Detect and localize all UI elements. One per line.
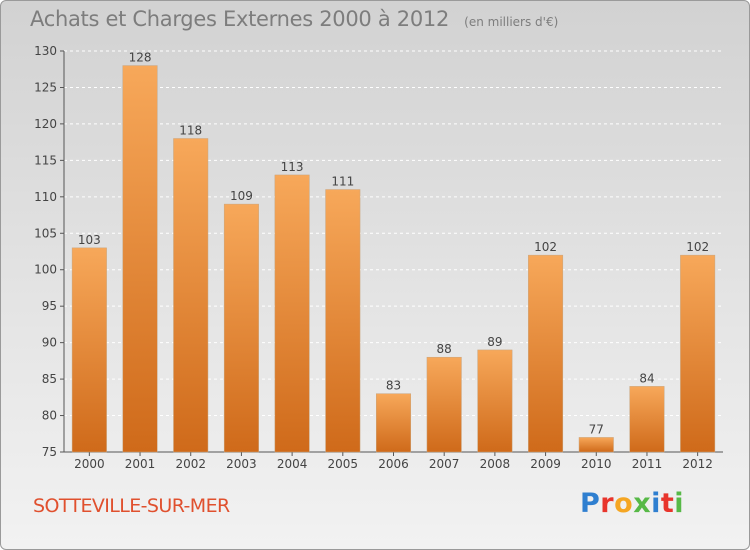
- proxiti-logo[interactable]: Proxiti: [580, 488, 684, 519]
- y-tick-label: 110: [34, 190, 57, 204]
- x-tick-label: 2010: [581, 457, 612, 471]
- bar-value-label: 84: [639, 371, 654, 385]
- bar[interactable]: [477, 349, 513, 453]
- bar-value-label: 103: [78, 233, 101, 247]
- bar[interactable]: [528, 254, 564, 453]
- x-tick-label: 2000: [74, 457, 105, 471]
- y-tick-label: 105: [34, 226, 57, 240]
- y-tick-label: 95: [42, 299, 57, 313]
- x-tick-label: 2005: [328, 457, 359, 471]
- grid-layer: [64, 50, 723, 417]
- y-tick-label: 120: [34, 117, 57, 131]
- bar-value-label: 102: [686, 240, 709, 254]
- y-tick-label: 130: [34, 44, 57, 58]
- bar-value-label: 89: [487, 335, 502, 349]
- label-layer: 103 2000 128 2001 118 2002 109 2003 113 2004 111 20…: [74, 51, 713, 471]
- y-tick-label: 115: [34, 153, 57, 167]
- logo-letter: r: [600, 488, 615, 519]
- bar[interactable]: [223, 203, 259, 453]
- x-tick-label: 2001: [125, 457, 156, 471]
- bar[interactable]: [274, 174, 310, 453]
- y-tick-label: 100: [34, 263, 57, 277]
- bar[interactable]: [376, 393, 411, 453]
- chart-subtitle: (en milliers d'€): [464, 15, 559, 29]
- y-tick-label: 80: [42, 409, 57, 423]
- x-tick-label: 2003: [226, 457, 257, 471]
- bar[interactable]: [325, 189, 361, 453]
- y-tick-label: 85: [42, 372, 57, 386]
- logo-letter: i: [674, 488, 685, 519]
- bar-value-label: 118: [179, 123, 202, 137]
- x-tick-label: 2002: [175, 457, 206, 471]
- x-tick-label: 2012: [682, 457, 713, 471]
- x-tick-label: 2004: [277, 457, 308, 471]
- bar-value-label: 128: [129, 51, 152, 65]
- y-tick-label: 90: [42, 336, 57, 350]
- bar-value-label: 88: [437, 342, 452, 356]
- bar-value-label: 83: [386, 379, 401, 393]
- bar[interactable]: [173, 138, 209, 453]
- bar-value-label: 113: [281, 160, 304, 174]
- bar-value-label: 77: [589, 422, 604, 436]
- logo-letter: t: [660, 488, 675, 519]
- bar[interactable]: [629, 386, 665, 453]
- x-tick-label: 2008: [480, 457, 511, 471]
- commune-name: SOTTEVILLE-SUR-MER: [33, 495, 230, 517]
- bar[interactable]: [578, 437, 614, 453]
- bar[interactable]: [71, 247, 107, 453]
- x-tick-label: 2006: [378, 457, 409, 471]
- bar[interactable]: [426, 356, 462, 453]
- axis-layer: 75 80 85 90 95 100 105 110 115 120 125 130: [34, 44, 723, 459]
- bar-value-label: 109: [230, 189, 253, 203]
- logo-letter: o: [614, 488, 634, 519]
- chart-title: Achats et Charges Externes 2000 à 2012: [30, 7, 450, 31]
- logo-letter: P: [580, 488, 601, 519]
- y-tick-label: 125: [34, 80, 57, 94]
- bar[interactable]: [122, 65, 158, 453]
- logo-letter: i: [651, 488, 661, 519]
- bar[interactable]: [680, 254, 716, 453]
- title-row: Achats et Charges Externes 2000 à 2012 (…: [30, 7, 558, 31]
- bar-layer: [71, 65, 716, 453]
- bar-value-label: 102: [534, 240, 557, 254]
- x-tick-label: 2007: [429, 457, 460, 471]
- x-tick-label: 2009: [530, 457, 561, 471]
- x-tick-label: 2011: [632, 457, 663, 471]
- bar-value-label: 111: [331, 175, 354, 189]
- y-tick-label: 75: [42, 445, 57, 459]
- logo-letter: x: [633, 488, 652, 519]
